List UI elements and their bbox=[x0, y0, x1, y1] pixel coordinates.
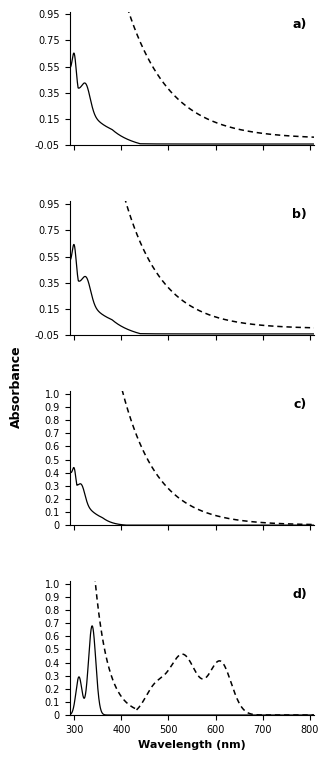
Text: d): d) bbox=[292, 588, 307, 601]
Text: Absorbance: Absorbance bbox=[10, 346, 23, 427]
X-axis label: Wavelength (nm): Wavelength (nm) bbox=[138, 741, 246, 751]
Text: a): a) bbox=[293, 19, 307, 31]
Text: b): b) bbox=[292, 208, 307, 221]
Text: c): c) bbox=[294, 398, 307, 411]
